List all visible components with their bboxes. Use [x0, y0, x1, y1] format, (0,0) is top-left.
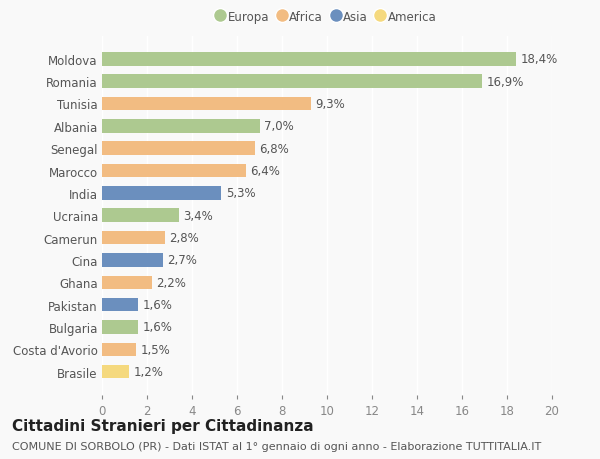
Bar — [102, 164, 246, 178]
Bar — [102, 120, 260, 133]
Text: 18,4%: 18,4% — [521, 53, 558, 66]
Bar — [102, 231, 165, 245]
Text: 1,6%: 1,6% — [143, 298, 172, 311]
Bar — [102, 298, 138, 312]
Bar — [102, 320, 138, 334]
Text: 2,8%: 2,8% — [170, 231, 199, 245]
Text: 6,4%: 6,4% — [251, 165, 280, 178]
Bar — [102, 53, 516, 67]
Text: 16,9%: 16,9% — [487, 75, 524, 89]
Bar — [102, 187, 221, 200]
Text: 9,3%: 9,3% — [316, 98, 346, 111]
Bar — [102, 365, 129, 379]
Bar — [102, 254, 163, 267]
Bar — [102, 343, 136, 356]
Bar — [102, 98, 311, 111]
Text: 1,6%: 1,6% — [143, 321, 172, 334]
Bar — [102, 142, 255, 156]
Text: 3,4%: 3,4% — [183, 209, 213, 222]
Bar — [102, 75, 482, 89]
Text: Cittadini Stranieri per Cittadinanza: Cittadini Stranieri per Cittadinanza — [12, 418, 314, 433]
Bar — [102, 209, 179, 223]
Text: 7,0%: 7,0% — [264, 120, 294, 133]
Bar — [102, 276, 152, 289]
Text: 1,5%: 1,5% — [140, 343, 170, 356]
Text: 5,3%: 5,3% — [226, 187, 256, 200]
Text: 1,2%: 1,2% — [133, 365, 163, 378]
Legend: Europa, Africa, Asia, America: Europa, Africa, Asia, America — [214, 7, 440, 27]
Text: 2,7%: 2,7% — [167, 254, 197, 267]
Text: 2,2%: 2,2% — [156, 276, 186, 289]
Text: 6,8%: 6,8% — [260, 142, 289, 155]
Text: COMUNE DI SORBOLO (PR) - Dati ISTAT al 1° gennaio di ogni anno - Elaborazione TU: COMUNE DI SORBOLO (PR) - Dati ISTAT al 1… — [12, 441, 541, 451]
